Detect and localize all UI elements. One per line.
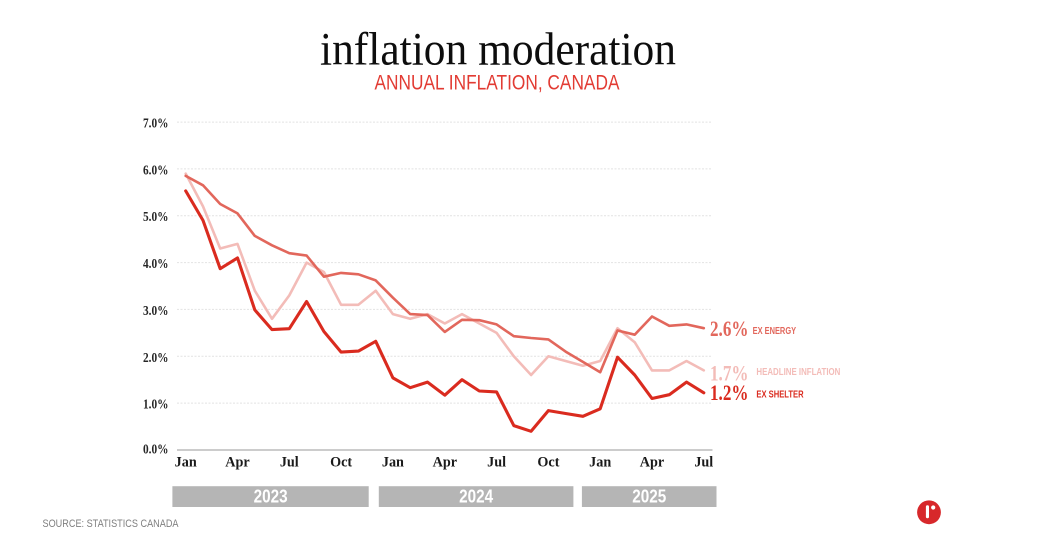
svg-text:2023: 2023	[254, 486, 288, 507]
svg-text:Jul: Jul	[487, 455, 506, 471]
svg-text:2024: 2024	[459, 486, 494, 507]
svg-text:Jan: Jan	[589, 455, 611, 471]
svg-text:EX SHELTER: EX SHELTER	[756, 389, 803, 401]
svg-text:Jan: Jan	[382, 455, 404, 471]
svg-text:ANNUAL INFLATION, CANADA: ANNUAL INFLATION, CANADA	[375, 72, 620, 95]
svg-text:2.0%: 2.0%	[143, 350, 169, 365]
svg-text:SOURCE: STATISTICS CANADA: SOURCE: STATISTICS CANADA	[43, 518, 180, 530]
svg-text:Apr: Apr	[433, 455, 457, 471]
svg-text:1.2%: 1.2%	[710, 380, 749, 405]
svg-text:Jul: Jul	[280, 455, 299, 471]
svg-text:4.0%: 4.0%	[143, 256, 169, 271]
svg-text:2.6%: 2.6%	[710, 316, 749, 341]
svg-text:Jan: Jan	[175, 455, 197, 471]
svg-text:Oct: Oct	[330, 455, 352, 471]
svg-text:6.0%: 6.0%	[143, 162, 169, 177]
svg-text:7.0%: 7.0%	[143, 116, 169, 131]
svg-text:1.7%: 1.7%	[710, 361, 749, 386]
svg-text:1.0%: 1.0%	[143, 397, 169, 412]
svg-text:EX ENERGY: EX ENERGY	[753, 325, 797, 337]
svg-text:Jul: Jul	[694, 455, 713, 471]
svg-text:Apr: Apr	[225, 455, 249, 471]
svg-text:Oct: Oct	[537, 455, 559, 471]
svg-text:Apr: Apr	[640, 455, 664, 471]
svg-text:inflation moderation: inflation moderation	[320, 24, 676, 76]
svg-text:0.0%: 0.0%	[143, 442, 169, 457]
svg-text:2025: 2025	[632, 486, 666, 507]
svg-text:HEADLINE INFLATION: HEADLINE INFLATION	[756, 366, 840, 378]
svg-text:3.0%: 3.0%	[143, 303, 169, 318]
svg-text:5.0%: 5.0%	[143, 209, 169, 224]
